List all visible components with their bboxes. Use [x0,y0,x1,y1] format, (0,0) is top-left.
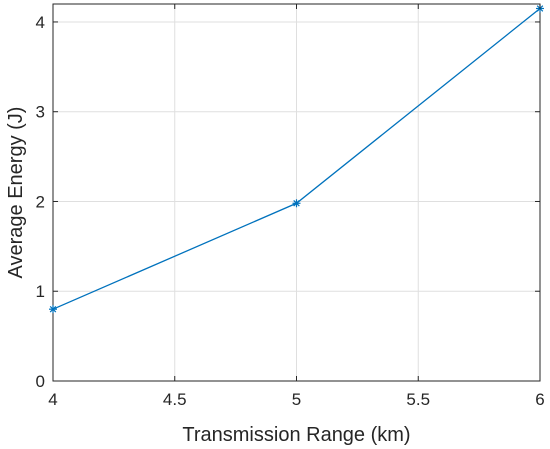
x-tick-label: 5.5 [406,390,430,409]
y-tick-label: 1 [36,282,45,301]
y-axis-ticks: 0 1 2 3 4 [36,13,540,391]
y-axis-label: Average Energy (J) [5,107,27,279]
x-tick-label: 4 [48,390,57,409]
y-tick-label: 4 [36,13,45,32]
x-tick-label: 6 [535,390,544,409]
x-tick-label: 4.5 [163,390,187,409]
x-tick-label: 5 [292,390,301,409]
x-axis-label: Transmission Range (km) [182,424,410,446]
y-tick-label: 0 [36,372,45,391]
data-point-marker [49,305,57,314]
x-axis-ticks: 4 4.5 5 5.5 6 [48,4,545,409]
y-tick-label: 3 [36,103,45,122]
grid-lines [52,4,541,382]
y-tick-label: 2 [36,192,45,211]
data-point-marker [292,199,301,208]
